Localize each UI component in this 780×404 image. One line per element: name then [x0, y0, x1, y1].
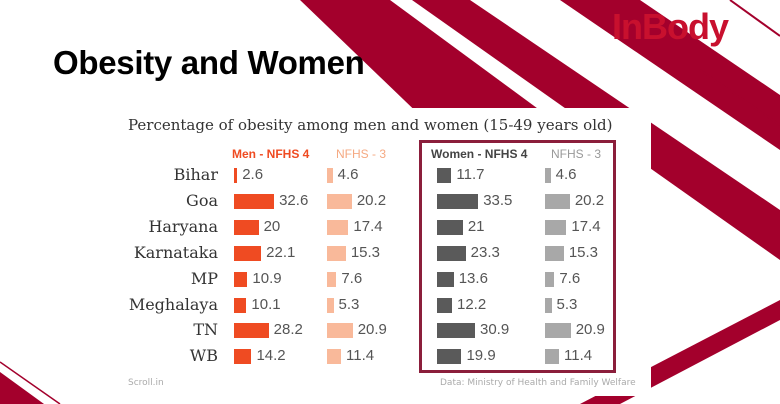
bar	[234, 297, 247, 313]
data-label: 7.6	[559, 269, 581, 287]
legend-women-nfhs4: Women - NFHS 4	[431, 147, 528, 161]
legend-men-nfhs3: NFHS - 3	[336, 147, 387, 161]
slide-title: Obesity and Women	[53, 44, 365, 81]
category-label: Haryana	[148, 216, 218, 236]
data-label: 10.9	[252, 269, 282, 287]
data-label: 11.4	[564, 347, 593, 365]
bar	[545, 323, 571, 339]
category-label: MP	[190, 268, 218, 288]
bar	[234, 323, 269, 339]
data-label: 17.4	[353, 217, 383, 235]
data-label: 15.3	[568, 243, 599, 261]
data-label: 23.3	[470, 243, 500, 261]
bar	[234, 219, 259, 235]
inbody-logo: InBody	[612, 6, 729, 47]
bar	[545, 245, 564, 261]
bar	[327, 349, 342, 365]
data-label: 22.1	[266, 243, 296, 261]
category-label: Goa	[186, 190, 218, 210]
bar	[545, 168, 551, 183]
bar	[234, 168, 238, 183]
data-label: 2.6	[242, 166, 264, 183]
data-label: 7.6	[341, 269, 363, 287]
bar	[437, 271, 454, 287]
bar	[545, 297, 552, 313]
bar	[545, 271, 555, 287]
data-label: 11.7	[456, 166, 485, 183]
bar	[327, 297, 334, 313]
data-label: 20.2	[574, 191, 605, 209]
data-label: 13.6	[458, 269, 488, 287]
bar	[327, 168, 333, 183]
data-label: 32.6	[279, 191, 309, 209]
bar	[437, 168, 452, 183]
bar	[327, 219, 349, 235]
bar	[327, 271, 337, 287]
bar	[437, 323, 475, 339]
bar	[437, 245, 466, 261]
data-label: 14.2	[256, 347, 286, 365]
data-label: 28.2	[273, 321, 303, 339]
bar	[545, 219, 567, 235]
data-label: 20.2	[356, 191, 387, 209]
data-label: 21	[467, 217, 485, 235]
chart-title: Percentage of obesity among men and wome…	[128, 116, 613, 134]
bar	[234, 193, 275, 209]
data-label: 5.3	[338, 295, 360, 313]
source-credit: Scroll.in	[128, 378, 164, 388]
bar	[234, 245, 262, 261]
bar	[437, 297, 452, 313]
bar	[327, 193, 352, 209]
bar	[327, 245, 346, 261]
data-label: 20.9	[357, 321, 387, 339]
legend-women-nfhs3: NFHS - 3	[551, 147, 602, 161]
category-label: Meghalaya	[128, 294, 218, 314]
category-label: Bihar	[173, 165, 218, 184]
bar	[234, 271, 248, 287]
category-label: TN	[193, 320, 218, 340]
women-highlight-box	[419, 140, 616, 373]
bar	[437, 349, 462, 365]
data-label: 11.4	[346, 347, 375, 365]
bar	[437, 193, 479, 209]
data-label: 17.4	[571, 217, 601, 235]
bar	[545, 349, 560, 365]
data-label: 30.9	[480, 321, 510, 339]
data-label: 10.1	[251, 295, 281, 313]
data-label: 20	[263, 217, 281, 235]
data-label: 19.9	[466, 347, 496, 365]
data-label: 4.6	[555, 166, 577, 183]
bar	[327, 323, 353, 339]
bar	[437, 219, 463, 235]
bar	[234, 349, 252, 365]
bar	[545, 193, 570, 209]
data-label: 12.2	[457, 295, 487, 313]
legend-men-nfhs4: Men - NFHS 4	[232, 147, 310, 161]
data-label: 5.3	[556, 295, 578, 313]
data-label: 15.3	[350, 243, 381, 261]
data-label: 33.5	[483, 191, 513, 209]
category-label: WB	[189, 346, 218, 366]
data-label: 4.6	[337, 166, 359, 183]
category-label: Karnataka	[133, 242, 218, 262]
data-source: Data: Ministry of Health and Family Welf…	[440, 378, 636, 388]
data-label: 20.9	[575, 321, 605, 339]
